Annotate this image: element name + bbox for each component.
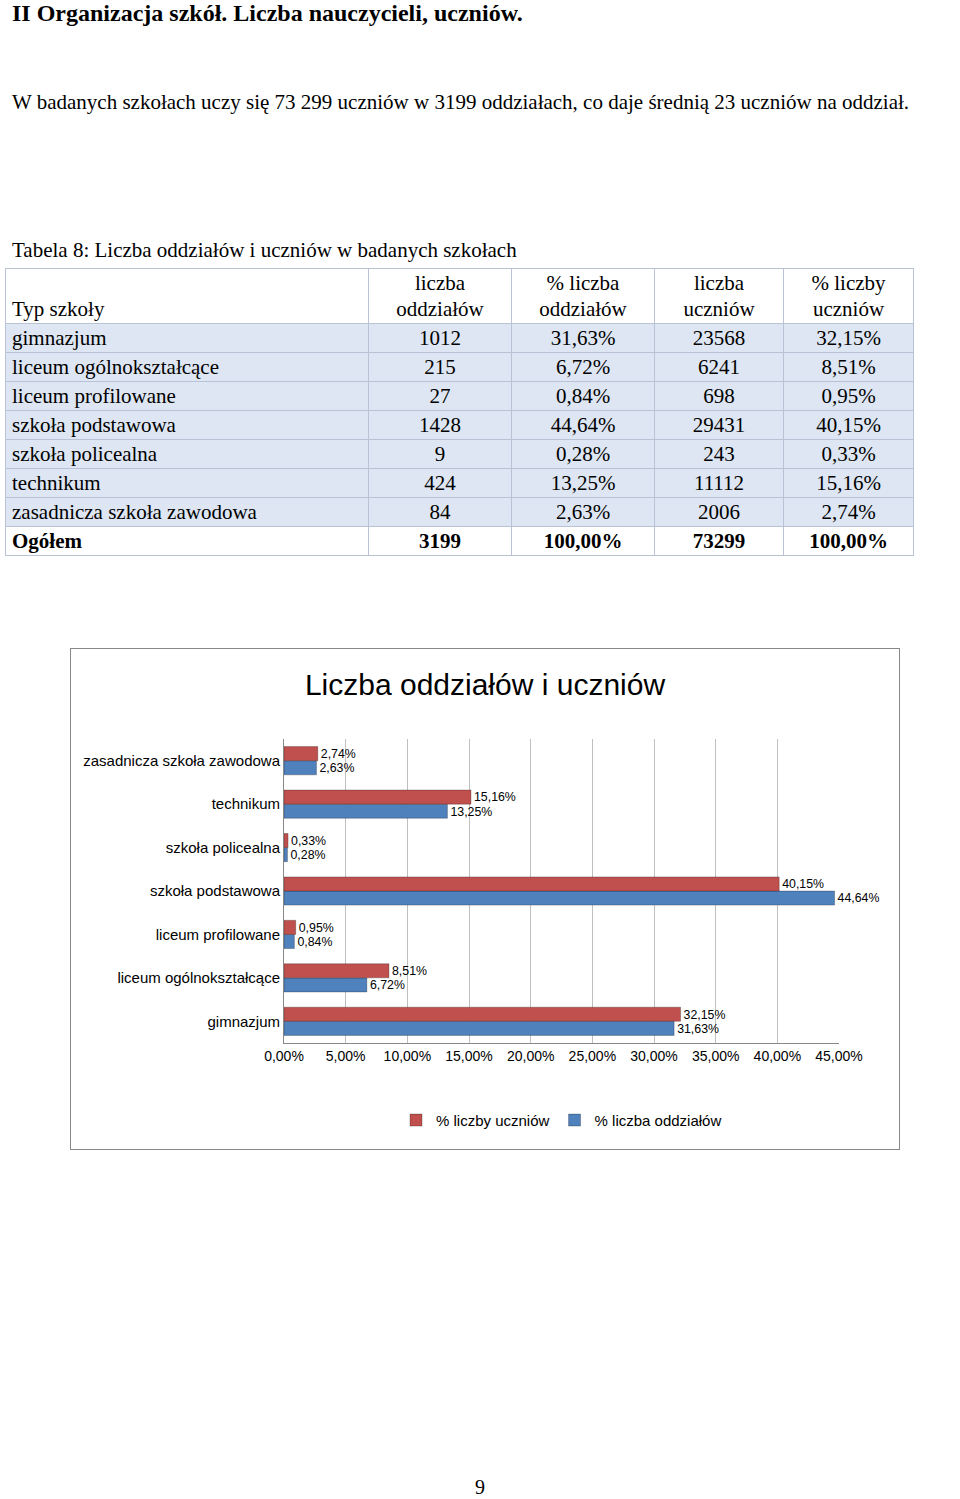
html-text:liczba oddziałów: liczba oddziałów bbox=[396, 271, 484, 321]
svg-text:35,00%: 35,00% bbox=[692, 1048, 739, 1064]
html-text:32,15%: 32,15% bbox=[816, 325, 881, 350]
html-text:liceum profilowane: liceum profilowane bbox=[12, 383, 176, 408]
html-text:0,95%: 0,95% bbox=[821, 383, 876, 408]
svg-text:20,00%: 20,00% bbox=[507, 1048, 554, 1064]
html-text:% liczby uczniów: % liczby uczniów bbox=[811, 271, 886, 321]
html-text:Typ szkoły: Typ szkoły bbox=[12, 297, 105, 321]
html-text:13,25%: 13,25% bbox=[550, 470, 616, 495]
svg-text:% liczba oddziałów: % liczba oddziałów bbox=[595, 1112, 722, 1129]
svg-text:40,15%: 40,15% bbox=[782, 877, 824, 891]
html-text:9: 9 bbox=[475, 1476, 485, 1498]
svg-text:31,63%: 31,63% bbox=[677, 1022, 719, 1036]
html-text:Ogółem: Ogółem bbox=[12, 528, 82, 553]
html-text:29431: 29431 bbox=[692, 412, 746, 437]
svg-text:10,00%: 10,00% bbox=[384, 1048, 431, 1064]
html-text:liczba uczniów: liczba uczniów bbox=[683, 271, 755, 321]
html-text:15,16%: 15,16% bbox=[816, 470, 881, 495]
svg-text:6,72%: 6,72% bbox=[370, 978, 405, 992]
svg-text:technikum: technikum bbox=[212, 795, 280, 812]
svg-text:Liczba oddziałów i uczniów: Liczba oddziałów i uczniów bbox=[305, 668, 666, 701]
html-text:27: 27 bbox=[429, 383, 451, 408]
html-text:698: 698 bbox=[703, 383, 735, 408]
html-text:23568: 23568 bbox=[692, 325, 746, 350]
svg-text:2,63%: 2,63% bbox=[319, 761, 354, 775]
svg-text:szkoła podstawowa: szkoła podstawowa bbox=[150, 882, 281, 899]
html-text:73299: 73299 bbox=[692, 528, 746, 553]
svg-text:0,00%: 0,00% bbox=[264, 1048, 304, 1064]
svg-text:0,28%: 0,28% bbox=[290, 848, 325, 862]
svg-text:0,95%: 0,95% bbox=[299, 921, 334, 935]
svg-text:44,64%: 44,64% bbox=[838, 891, 880, 905]
svg-text:30,00%: 30,00% bbox=[630, 1048, 677, 1064]
svg-text:% liczby uczniów: % liczby uczniów bbox=[436, 1112, 550, 1129]
html-text:100,00%: 100,00% bbox=[543, 528, 623, 553]
svg-text:8,51%: 8,51% bbox=[392, 964, 427, 978]
html-text:technikum: technikum bbox=[12, 470, 101, 495]
html-text:% liczba oddziałów: % liczba oddziałów bbox=[539, 271, 627, 321]
html-text:8,51%: 8,51% bbox=[821, 354, 876, 379]
html-text:84: 84 bbox=[429, 499, 451, 524]
html-text:2,63%: 2,63% bbox=[555, 499, 611, 524]
html-text:liceum ogólnokształcące: liceum ogólnokształcące bbox=[12, 354, 219, 379]
html-text:6,72%: 6,72% bbox=[555, 354, 611, 379]
html-text:2006: 2006 bbox=[698, 499, 740, 524]
svg-text:gimnazjum: gimnazjum bbox=[207, 1013, 280, 1030]
svg-text:5,00%: 5,00% bbox=[326, 1048, 366, 1064]
html-text:2,74%: 2,74% bbox=[821, 499, 876, 524]
svg-text:liceum ogólnokształcące: liceum ogólnokształcące bbox=[117, 969, 280, 986]
html-text:11112: 11112 bbox=[693, 470, 745, 495]
html-text:3199: 3199 bbox=[419, 528, 461, 553]
svg-text:40,00%: 40,00% bbox=[754, 1048, 801, 1064]
html-text:0,28%: 0,28% bbox=[555, 441, 611, 466]
html-text:424: 424 bbox=[424, 470, 456, 495]
html-text:215: 215 bbox=[424, 354, 456, 379]
html-text:9: 9 bbox=[434, 441, 446, 466]
html-text:100,00%: 100,00% bbox=[809, 528, 888, 553]
html-text:gimnazjum: gimnazjum bbox=[12, 325, 107, 350]
html-text:243: 243 bbox=[703, 441, 735, 466]
svg-text:13,25%: 13,25% bbox=[450, 805, 492, 819]
html-text:31,63%: 31,63% bbox=[550, 325, 616, 350]
svg-text:15,16%: 15,16% bbox=[474, 790, 516, 804]
html-text:szkoła policealna: szkoła policealna bbox=[12, 441, 158, 466]
html-text:II Organizacja szkół. Liczba n: II Organizacja szkół. Liczba nauczycieli… bbox=[12, 0, 523, 26]
html-text:6241: 6241 bbox=[698, 354, 740, 379]
svg-text:zasadnicza szkoła zawodowa: zasadnicza szkoła zawodowa bbox=[83, 752, 280, 769]
html-text:1012: 1012 bbox=[419, 325, 461, 350]
svg-text:liceum profilowane: liceum profilowane bbox=[156, 926, 280, 943]
svg-text:0,33%: 0,33% bbox=[291, 834, 326, 848]
html-text:zasadnicza szkoła zawodowa: zasadnicza szkoła zawodowa bbox=[12, 499, 257, 524]
svg-text:45,00%: 45,00% bbox=[815, 1048, 862, 1064]
svg-text:32,15%: 32,15% bbox=[684, 1008, 726, 1022]
svg-text:15,00%: 15,00% bbox=[445, 1048, 492, 1064]
html-text:Tabela 8: Liczba oddziałów i u: Tabela 8: Liczba oddziałów i uczniów w b… bbox=[12, 238, 517, 262]
html-text:0,84%: 0,84% bbox=[555, 383, 611, 408]
html-text:0,33%: 0,33% bbox=[821, 441, 876, 466]
html-text:40,15%: 40,15% bbox=[816, 412, 881, 437]
html-text:szkoła podstawowa: szkoła podstawowa bbox=[12, 412, 176, 437]
html-text:W badanych szkołach uczy się 7: W badanych szkołach uczy się 73 299 uczn… bbox=[12, 90, 910, 114]
svg-text:2,74%: 2,74% bbox=[321, 747, 356, 761]
svg-text:0,84%: 0,84% bbox=[297, 935, 332, 949]
html-text:1428: 1428 bbox=[419, 412, 461, 437]
html-text:44,64%: 44,64% bbox=[550, 412, 616, 437]
svg-text:25,00%: 25,00% bbox=[569, 1048, 616, 1064]
svg-text:szkoła policealna: szkoła policealna bbox=[166, 839, 281, 856]
